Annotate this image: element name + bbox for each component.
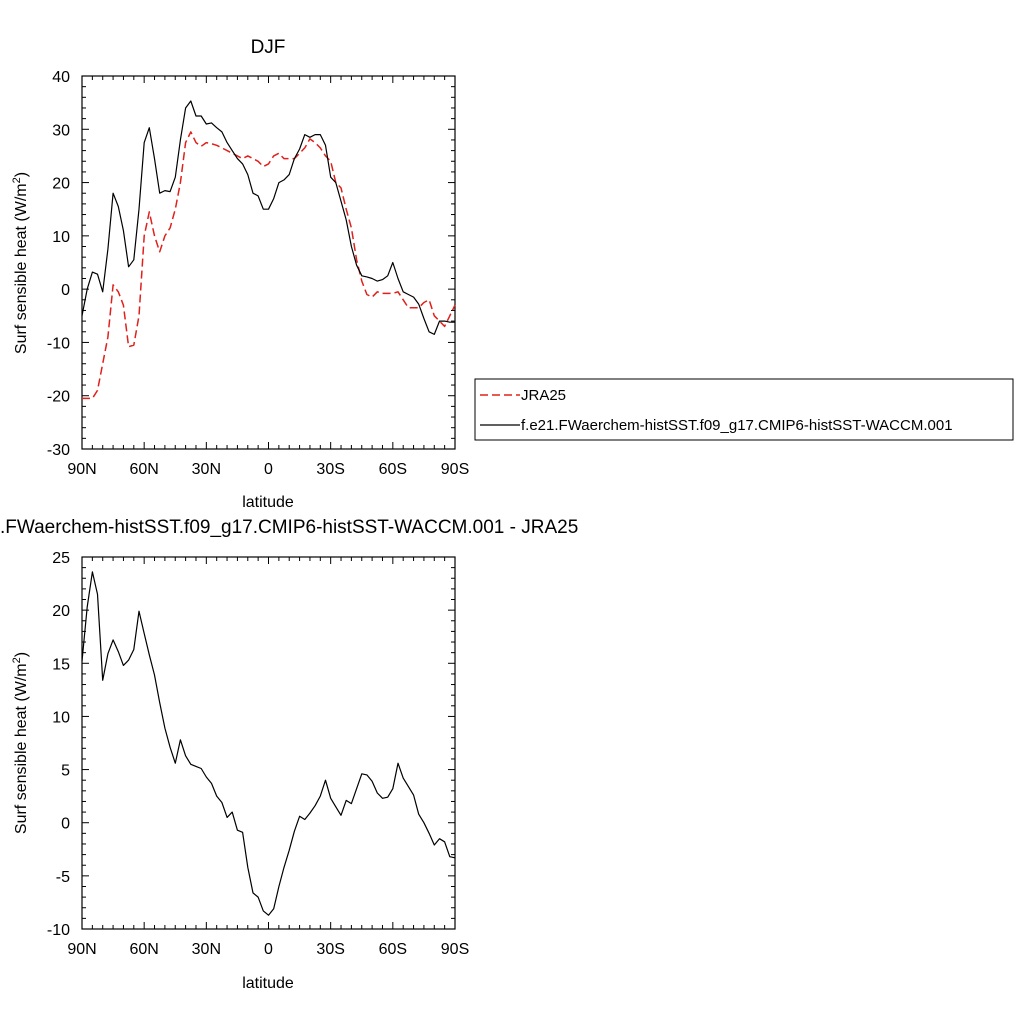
x-tick-label: 30N	[192, 941, 221, 958]
chart-panel-djf: DJF 90N 60N 30N 0 30S 60S 90S -30 -20 -10 0 10 20 30 4…	[11, 37, 469, 511]
x-tick-label: 60S	[379, 941, 407, 958]
x-tick-label: 30N	[192, 461, 221, 478]
series-line-jra25	[82, 131, 456, 400]
x-tick-label: 30S	[316, 941, 344, 958]
x-tick-label: 90S	[441, 941, 469, 958]
y-tick-label: 40	[52, 69, 70, 86]
series-line-waccm	[81, 100, 455, 335]
y-tick-label: -20	[47, 389, 70, 406]
y-axis-label: Surf sensible heat (W/m2)	[11, 652, 30, 834]
x-axis-label: latitude	[242, 975, 294, 992]
y-axis-label-superscript: 2	[11, 177, 23, 183]
series-layer	[81, 571, 456, 916]
x-tick-label: 90N	[67, 461, 96, 478]
series-line-difference	[81, 571, 456, 916]
chart-title: f.e21.FWaerchem-histSST.f09_g17.CMIP6-hi…	[0, 517, 578, 538]
y-tick-label: 15	[52, 656, 70, 673]
plot-frame	[81, 75, 456, 450]
plot-axes: 90N 60N 30N 0 30S 60S 90S -10 -5 0 5 10 15 20 25	[47, 550, 469, 958]
chart-title: DJF	[251, 37, 286, 58]
y-tick-label: 25	[52, 550, 70, 567]
y-tick-label: 0	[61, 816, 70, 833]
chart-panel-difference: f.e21.FWaerchem-histSST.f09_g17.CMIP6-hi…	[0, 517, 578, 992]
y-tick-label: -10	[47, 335, 70, 352]
x-tick-label: 90S	[441, 461, 469, 478]
y-axis-label-superscript: 2	[11, 657, 23, 663]
y-tick-label: 0	[61, 282, 70, 299]
series-layer	[81, 100, 456, 400]
x-tick-label: 60S	[379, 461, 407, 478]
x-tick-label: 60N	[129, 941, 158, 958]
plot-axes: 90N 60N 30N 0 30S 60S 90S -30 -20 -10 0 10 20 30 40	[47, 69, 469, 478]
y-tick-label: 10	[52, 709, 70, 726]
y-tick-label: 20	[52, 176, 70, 193]
x-tick-label: 0	[264, 461, 273, 478]
legend: JRA25 f.e21.FWaerchem-histSST.f09_g17.CM…	[474, 378, 1014, 441]
legend-box	[474, 378, 1014, 441]
y-tick-label: -30	[47, 442, 70, 459]
y-tick-label: 30	[52, 122, 70, 139]
x-tick-label: 60N	[129, 461, 158, 478]
y-tick-label: -5	[56, 869, 70, 886]
legend-label-jra25: JRA25	[521, 387, 566, 404]
plot-frame	[81, 556, 456, 930]
x-tick-label: 0	[264, 941, 273, 958]
y-axis-label: Surf sensible heat (W/m2)	[11, 172, 30, 354]
legend-label-waccm: f.e21.FWaerchem-histSST.f09_g17.CMIP6-hi…	[521, 417, 953, 434]
y-tick-label: 10	[52, 229, 70, 246]
y-tick-label: 20	[52, 603, 70, 620]
y-tick-label: 5	[61, 763, 70, 780]
x-tick-label: 30S	[316, 461, 344, 478]
y-tick-label: -10	[47, 922, 70, 939]
x-tick-label: 90N	[67, 941, 96, 958]
x-axis-label: latitude	[242, 494, 294, 511]
